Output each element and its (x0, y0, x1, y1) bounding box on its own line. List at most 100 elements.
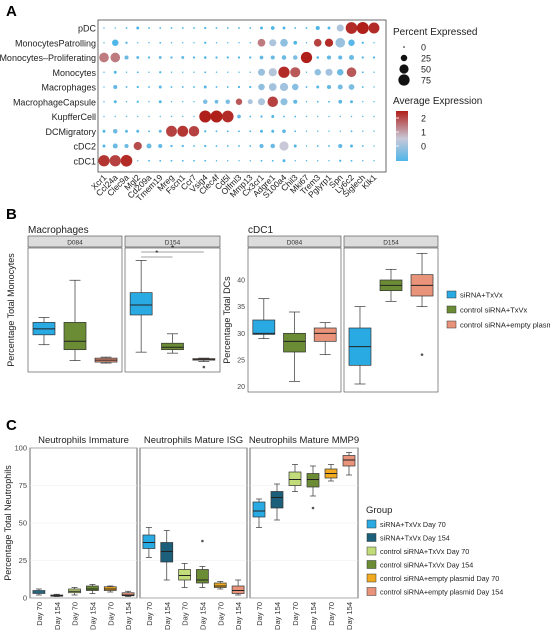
dot (136, 100, 139, 103)
row-label: MacrophageCapsule (13, 97, 96, 107)
dot (338, 99, 343, 104)
dot (361, 71, 364, 74)
dot (373, 101, 375, 103)
dot (136, 129, 140, 133)
dot (136, 56, 140, 59)
row-label: Monocytes (52, 68, 96, 78)
dot (305, 130, 308, 132)
dot (193, 159, 195, 162)
dot (170, 71, 173, 73)
box (178, 569, 191, 581)
dot (237, 85, 241, 89)
box (252, 501, 266, 518)
dot (204, 26, 207, 30)
dot (226, 27, 229, 29)
legend-swatch (366, 587, 377, 596)
dot (199, 110, 212, 123)
dot (281, 55, 287, 60)
row-label: cDC1 (73, 156, 96, 166)
color-legend-title: Average Expression (393, 96, 482, 107)
dot (293, 55, 298, 60)
dot (283, 115, 285, 118)
dot (214, 99, 219, 104)
dot (148, 101, 150, 103)
x-tick-label: Day 154 (234, 602, 243, 630)
dot (170, 27, 173, 29)
dot (98, 155, 110, 167)
dot (373, 42, 375, 44)
legend-swatch (366, 560, 377, 569)
dot (293, 99, 298, 104)
dot (260, 129, 263, 133)
dot (373, 71, 375, 73)
dot (158, 85, 162, 89)
dot (170, 42, 173, 44)
x-tick-label: Day 70 (216, 602, 225, 626)
legend-title: Group (366, 505, 392, 516)
dot (137, 42, 139, 44)
dot (280, 38, 288, 47)
dot (203, 99, 208, 104)
dot (282, 129, 286, 134)
dot (335, 37, 346, 48)
dot (181, 144, 184, 148)
dot (362, 115, 364, 118)
dot (300, 51, 313, 64)
facet-label: Neutrophils Mature MMP9 (249, 435, 359, 446)
dot (113, 70, 117, 74)
chart-title: Macrophages (28, 225, 89, 236)
dot (257, 98, 266, 106)
dot (148, 71, 150, 73)
dot (317, 130, 319, 132)
dot (238, 27, 240, 29)
dot (215, 56, 218, 59)
size-legend-label: 25 (421, 54, 431, 64)
dot (147, 56, 151, 59)
dot (294, 115, 297, 118)
boxplot-cdc1: cDC1 D084 D154 20 25 30 35 40 Percentage Total D… (222, 225, 550, 393)
dot (348, 84, 355, 90)
dot (159, 41, 162, 44)
dotplot-frame (97, 19, 387, 173)
dot (225, 99, 230, 104)
size-legend-label: 0 (421, 43, 426, 53)
dot (182, 71, 184, 73)
facet-strip (343, 235, 439, 248)
facet-label: D154 (165, 240, 181, 247)
dot (192, 56, 196, 59)
dot (226, 145, 229, 147)
dot (124, 143, 129, 149)
dot (210, 110, 223, 123)
dot (227, 160, 229, 162)
dot (373, 145, 375, 147)
x-tick-label: Day 154 (273, 602, 282, 630)
boxplot-macrophages: Macrophages D084 D154 Percentage Total Mono… (6, 225, 221, 373)
dot (249, 130, 252, 133)
dot (282, 159, 286, 163)
legend-label: siRNA+TxVx Day 154 (380, 534, 450, 543)
color-legend-label: 0 (421, 142, 426, 152)
dot (203, 56, 207, 59)
y-axis-label: Percentage Total Neutrophils (3, 465, 13, 581)
facet-label: D084 (287, 240, 303, 247)
y-tick-label: 25 (19, 556, 27, 565)
dot (103, 101, 105, 103)
dot (235, 98, 243, 105)
facet-label: Neutrophils Immature (38, 435, 129, 446)
dot (292, 83, 299, 91)
dot (148, 27, 150, 29)
dot (350, 159, 353, 162)
dot (204, 71, 207, 74)
dot (290, 67, 301, 78)
dot (193, 115, 195, 118)
dot (249, 160, 251, 162)
legend-swatch (366, 546, 377, 556)
x-tick-label: Day 70 (327, 602, 336, 626)
dot (103, 42, 105, 44)
color-legend-label: 2 (421, 114, 426, 124)
dot (356, 22, 369, 34)
dot (148, 130, 150, 133)
dot (348, 39, 355, 46)
dot (271, 115, 275, 118)
dot (137, 160, 139, 162)
